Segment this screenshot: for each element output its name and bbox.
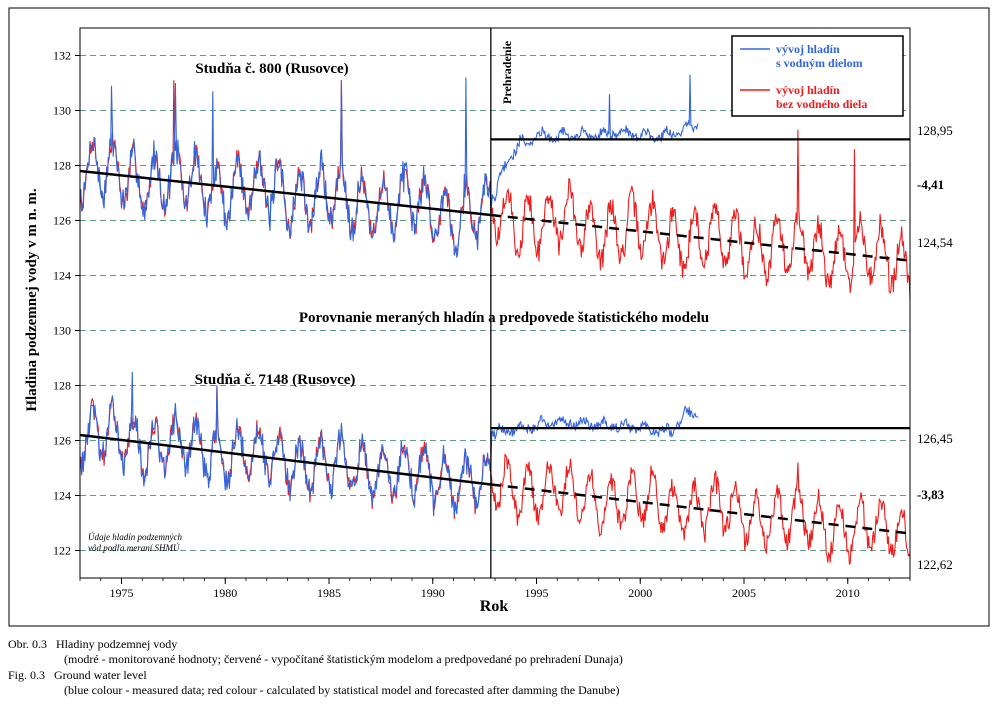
axis-layer: 124 126 128 130 132 122 124 126 128 130 1975 1980 19… xyxy=(53,28,911,600)
caption-en-detail: (blue colour - measured data; red colour… xyxy=(64,683,620,697)
y-tick-label: 130 xyxy=(53,104,71,118)
legend-label-measured-line-2: s vodným dielom xyxy=(776,56,863,70)
damming-label: Prehradenie xyxy=(500,40,514,104)
y-tick-label: 132 xyxy=(53,49,71,63)
caption-sk-title: Hladiny podzemnej vody xyxy=(56,637,178,651)
x-tick-label: 2010 xyxy=(836,586,860,600)
label-forecast-7148: 122,62 xyxy=(917,557,953,572)
series-line-model xyxy=(79,80,911,300)
legend-label-model-line-1: vývoj hladín xyxy=(776,83,840,97)
y-tick-label: 124 xyxy=(53,489,71,503)
comparison-title: Porovnanie meraných hladín a predpovede … xyxy=(299,310,709,326)
label-forecast-800: 124,54 xyxy=(917,235,953,250)
series-line-measured xyxy=(79,371,699,517)
x-tick-label: 2000 xyxy=(628,586,652,600)
x-tick-label: 1995 xyxy=(525,586,549,600)
label-change-800: -4,41 xyxy=(917,177,944,192)
panel-title-well-7148: Studňa č. 7148 (Rusovce) xyxy=(195,372,356,388)
label-change-7148: -3,83 xyxy=(917,487,945,502)
x-tick-label: 2005 xyxy=(732,586,756,600)
caption-en: Fig. 0.3 Ground water level xyxy=(8,668,147,683)
y-tick-label: 130 xyxy=(53,324,71,338)
grid-layer xyxy=(80,55,910,551)
x-axis-label: Rok xyxy=(480,598,509,615)
label-with-dam-7148: 126,45 xyxy=(917,431,953,446)
x-tick-label: 1990 xyxy=(421,586,445,600)
legend-label-measured-line-1: vývoj hladín xyxy=(776,42,840,56)
x-tick-label: 1980 xyxy=(213,586,237,600)
note-line-2: vôd podľa meraní SHMÚ xyxy=(88,543,180,553)
y-tick-label: 126 xyxy=(53,434,71,448)
y-axis-label: Hladina podzemnej vody v m n. m. xyxy=(24,188,40,412)
y-tick-label: 126 xyxy=(53,214,71,228)
trend-line-measured xyxy=(79,169,491,217)
series-line-model xyxy=(79,385,911,566)
trend-line-measured xyxy=(79,433,491,486)
legend: vývoj hladín s vodným dielom vývoj hladí… xyxy=(731,35,904,117)
panel-title-well-800: Studňa č. 800 (Rusovce) xyxy=(195,61,348,77)
trend-line-forecast xyxy=(490,483,911,535)
trend-line-forecast xyxy=(490,213,911,262)
y-tick-label: 124 xyxy=(53,269,71,283)
x-tick-label: 1985 xyxy=(317,586,341,600)
chart-outer-frame xyxy=(8,7,990,627)
y-tick-label: 122 xyxy=(53,544,71,558)
label-with-dam-800: 128,95 xyxy=(917,123,953,138)
y-tick-label: 128 xyxy=(53,379,71,393)
caption-sk-label: Obr. 0.3 xyxy=(8,637,47,651)
x-tick-label: 1975 xyxy=(110,586,134,600)
caption-sk: Obr. 0.3 Hladiny podzemnej vody xyxy=(8,637,177,652)
caption-en-label: Fig. 0.3 xyxy=(8,668,46,682)
trend-layer xyxy=(79,138,911,535)
caption-sk-detail: (modré - monitorované hodnoty; červené -… xyxy=(64,652,623,666)
series-line-measured xyxy=(79,74,699,258)
caption-en-title: Ground water level xyxy=(54,668,147,682)
note-line-1: Údaje hladín podzemných xyxy=(88,532,182,542)
legend-label-model-line-2: bez vodného diela xyxy=(776,97,867,111)
y-tick-label: 128 xyxy=(53,159,71,173)
